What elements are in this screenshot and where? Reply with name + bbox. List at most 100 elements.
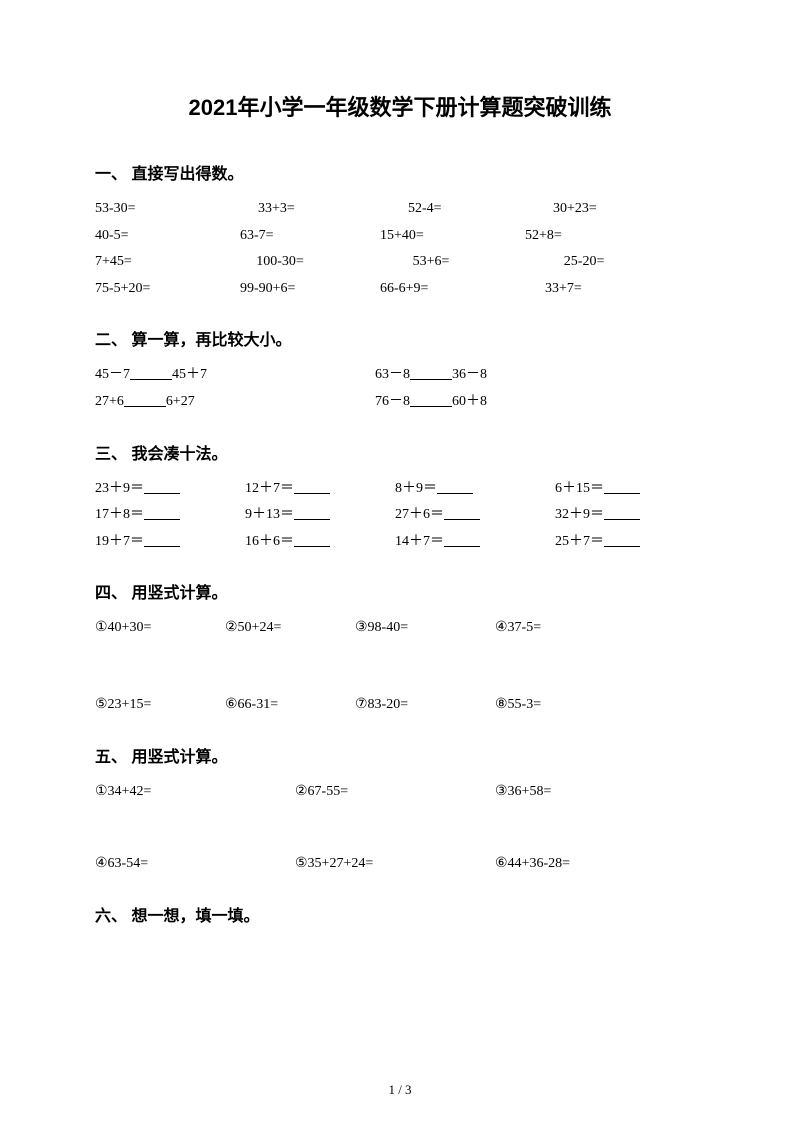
s4-cell: ④37-5=	[495, 615, 635, 642]
blank-line	[437, 479, 473, 494]
s3-cell: 12＋7＝	[245, 476, 395, 503]
s1-cell: 40-5=	[95, 223, 240, 250]
s2-cell: 45－745＋7	[95, 362, 375, 389]
s4-cell: ⑤23+15=	[95, 692, 225, 719]
s5-row: ①34+42= ②67-55= ③36+58=	[95, 779, 705, 806]
s2-text: 60＋8	[452, 394, 487, 409]
s1-cell: 100-30=	[236, 249, 392, 276]
s1-row: 40-5= 63-7= 15+40= 52+8=	[95, 223, 705, 250]
s3-cell: 9＋13＝	[245, 502, 395, 529]
blank-line	[410, 365, 452, 380]
s3-cell: 27＋6＝	[395, 502, 555, 529]
s2-row: 45－745＋7 63－8 36－8	[95, 362, 705, 389]
blank-line	[604, 479, 640, 494]
s5-cell: ②67-55=	[295, 779, 495, 806]
s3-text: 27＋6＝	[395, 507, 444, 522]
s1-cell: 99-90+6=	[240, 276, 380, 303]
s5-cell: ⑥44+36-28=	[495, 851, 695, 878]
section-2-body: 45－745＋7 63－8 36－8 27+66+27 76－8 60＋8	[95, 362, 705, 415]
s3-text: 19＋7＝	[95, 534, 144, 549]
section-2-heading: 二、 算一算，再比较大小。	[95, 326, 705, 350]
vertical-gap	[95, 805, 705, 851]
blank-line	[144, 479, 180, 494]
s1-cell: 15+40=	[380, 223, 525, 250]
blank-line	[444, 532, 480, 547]
s3-cell: 25＋7＝	[555, 529, 705, 556]
s3-text: 16＋6＝	[245, 534, 294, 549]
section-4-body: ①40+30= ②50+24= ③98-40= ④37-5= ⑤23+15= ⑥…	[95, 615, 705, 718]
section-1-body: 53-30= 33+3= 52-4= 30+23= 40-5= 63-7= 15…	[95, 196, 705, 302]
s5-cell: ③36+58=	[495, 779, 695, 806]
s3-text: 12＋7＝	[245, 481, 294, 496]
s4-cell: ⑦83-20=	[355, 692, 495, 719]
blank-line	[604, 505, 640, 520]
s3-text: 14＋7＝	[395, 534, 444, 549]
s3-cell: 14＋7＝	[395, 529, 555, 556]
s4-cell: ⑧55-3=	[495, 692, 635, 719]
vertical-gap	[95, 642, 705, 692]
s4-cell: ③98-40=	[355, 615, 495, 642]
s1-cell: 52+8=	[525, 223, 670, 250]
s1-cell: 52-4=	[398, 196, 553, 223]
s3-cell: 17＋8＝	[95, 502, 245, 529]
blank-line	[294, 532, 330, 547]
s2-row: 27+66+27 76－8 60＋8	[95, 389, 705, 416]
s3-row: 17＋8＝ 9＋13＝ 27＋6＝ 32＋9＝	[95, 502, 705, 529]
s1-cell: 66-6+9=	[380, 276, 525, 303]
s3-cell: 6＋15＝	[555, 476, 705, 503]
blank-line	[410, 392, 452, 407]
s4-row: ⑤23+15= ⑥66-31= ⑦83-20= ⑧55-3=	[95, 692, 705, 719]
s4-cell: ①40+30=	[95, 615, 225, 642]
s3-text: 6＋15＝	[555, 481, 604, 496]
s2-text: 63－8	[375, 367, 410, 382]
s1-row: 75-5+20= 99-90+6= 66-6+9= 33+7=	[95, 276, 705, 303]
s1-cell: 33+3=	[240, 196, 398, 223]
s2-cell: 63－8 36－8	[375, 362, 655, 389]
blank-line	[294, 505, 330, 520]
section-3-body: 23＋9＝ 12＋7＝ 8＋9＝ 6＋15＝ 17＋8＝ 9＋13＝ 27＋6＝…	[95, 476, 705, 556]
section-5-body: ①34+42= ②67-55= ③36+58= ④63-54= ⑤35+27+2…	[95, 779, 705, 878]
s5-cell: ⑤35+27+24=	[295, 851, 495, 878]
section-4-heading: 四、 用竖式计算。	[95, 579, 705, 603]
s3-cell: 32＋9＝	[555, 502, 705, 529]
blank-line	[444, 505, 480, 520]
s3-row: 19＋7＝ 16＋6＝ 14＋7＝ 25＋7＝	[95, 529, 705, 556]
s2-cell: 27+66+27	[95, 389, 375, 416]
s2-text: 36－8	[452, 367, 487, 382]
s3-text: 25＋7＝	[555, 534, 604, 549]
blank-line	[604, 532, 640, 547]
s3-text: 17＋8＝	[95, 507, 144, 522]
s3-text: 9＋13＝	[245, 507, 294, 522]
s3-text: 23＋9＝	[95, 481, 144, 496]
s3-text: 32＋9＝	[555, 507, 604, 522]
s2-cell: 76－8 60＋8	[375, 389, 655, 416]
section-3-heading: 三、 我会凑十法。	[95, 440, 705, 464]
s1-cell: 53-30=	[95, 196, 240, 223]
blank-line	[294, 479, 330, 494]
section-1-heading: 一、 直接写出得数。	[95, 160, 705, 184]
s3-text: 8＋9＝	[395, 481, 437, 496]
s1-row: 53-30= 33+3= 52-4= 30+23=	[95, 196, 705, 223]
s4-row: ①40+30= ②50+24= ③98-40= ④37-5=	[95, 615, 705, 642]
s4-cell: ②50+24=	[225, 615, 355, 642]
s1-cell: 30+23=	[553, 196, 698, 223]
s4-cell: ⑥66-31=	[225, 692, 355, 719]
s5-row: ④63-54= ⑤35+27+24= ⑥44+36-28=	[95, 851, 705, 878]
s3-cell: 16＋6＝	[245, 529, 395, 556]
blank-line	[144, 532, 180, 547]
s5-cell: ①34+42=	[95, 779, 295, 806]
s3-cell: 8＋9＝	[395, 476, 555, 503]
s2-text: 6+27	[166, 394, 195, 409]
s1-cell: 7+45=	[95, 249, 236, 276]
blank-line	[124, 392, 166, 407]
s3-row: 23＋9＝ 12＋7＝ 8＋9＝ 6＋15＝	[95, 476, 705, 503]
page-title: 2021年小学一年级数学下册计算题突破训练	[95, 90, 705, 122]
s1-cell: 75-5+20=	[95, 276, 240, 303]
s5-cell: ④63-54=	[95, 851, 295, 878]
section-5-heading: 五、 用竖式计算。	[95, 743, 705, 767]
s2-text: 76－8	[375, 394, 410, 409]
s3-cell: 23＋9＝	[95, 476, 245, 503]
s3-cell: 19＋7＝	[95, 529, 245, 556]
blank-line	[144, 505, 180, 520]
s1-cell: 25-20=	[554, 249, 705, 276]
